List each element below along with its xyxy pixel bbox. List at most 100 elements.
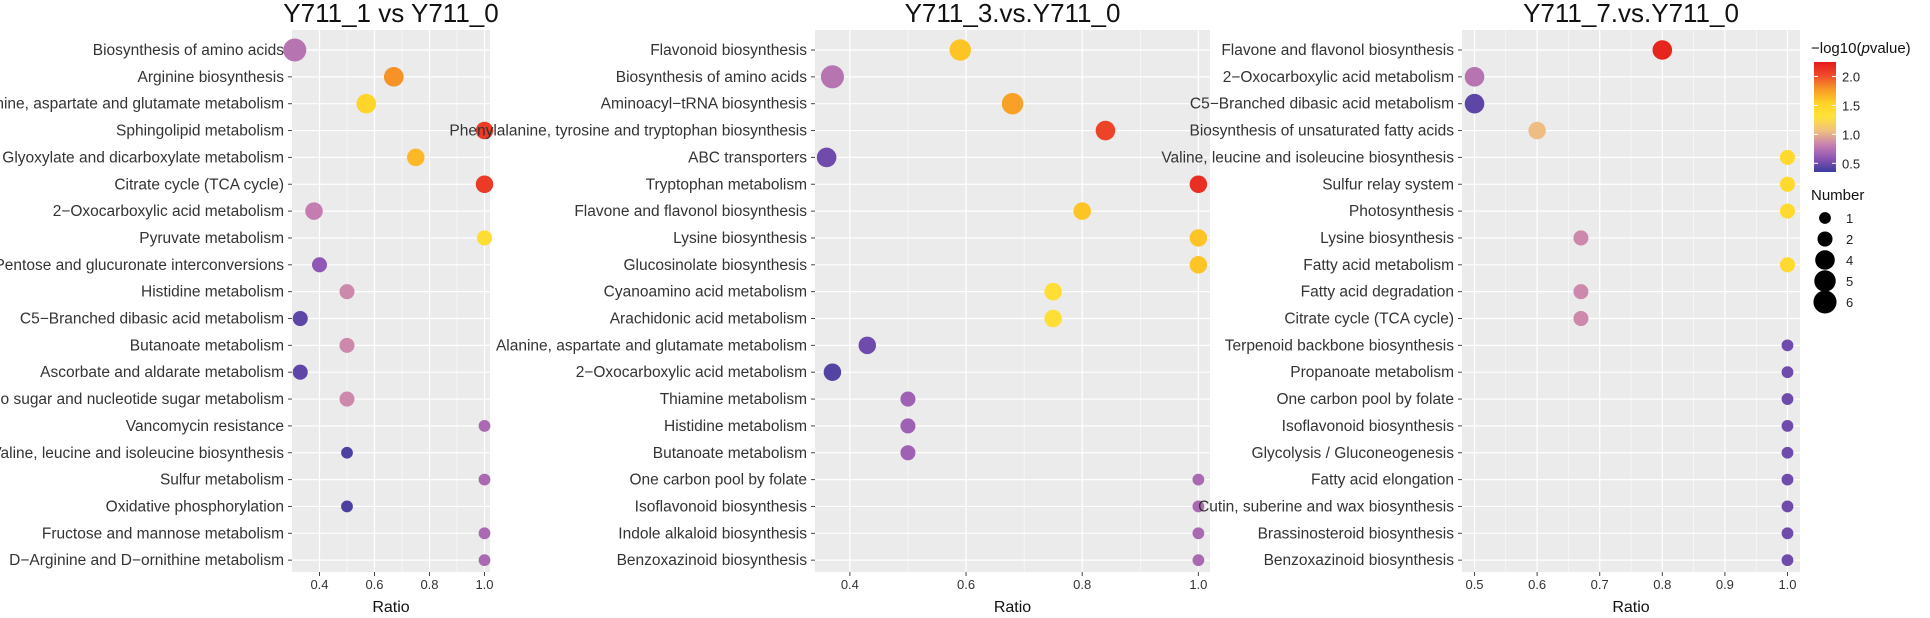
x-tick-label: 0.8 — [1653, 577, 1671, 592]
y-label-butanoate-metabolism: Butanoate metabolism — [130, 337, 284, 354]
point-histidine-metabolism — [900, 418, 916, 434]
x-tick-label: 0.9 — [1716, 577, 1734, 592]
y-label-c5-branched-dibasic-acid-metabolism: C5−Branched dibasic acid metabolism — [20, 311, 284, 328]
y-label-aminoacyl-trna-biosynthesis: Aminoacyl−tRNA biosynthesis — [601, 96, 808, 113]
y-label-sulfur-metabolism: Sulfur metabolism — [160, 472, 284, 489]
y-label-pentose-and-glucuronate-interconversions: Pentose and glucuronate interconversions — [0, 257, 284, 274]
point-butanoate-metabolism — [339, 337, 355, 353]
point-sphingolipid-metabolism — [475, 121, 494, 140]
point-amino-sugar-and-nucleotide-sugar-metabolism — [339, 391, 355, 407]
y-label-histidine-metabolism: Histidine metabolism — [664, 418, 807, 435]
point-alanine-aspartate-and-glutamate-metabolism — [356, 93, 377, 114]
point-oxidative-phosphorylation — [341, 500, 353, 513]
y-label-flavone-and-flavonol-biosynthesis: Flavone and flavonol biosynthesis — [1221, 42, 1454, 59]
y-label-flavonoid-biosynthesis: Flavonoid biosynthesis — [650, 42, 807, 59]
point-butanoate-metabolism — [900, 445, 916, 461]
y-label-ascorbate-and-aldarate-metabolism: Ascorbate and aldarate metabolism — [40, 364, 284, 381]
y-label-biosynthesis-of-unsaturated-fatty-acids: Biosynthesis of unsaturated fatty acids — [1189, 123, 1454, 140]
point-abc-transporters — [816, 147, 837, 168]
y-label-biosynthesis-of-amino-acids: Biosynthesis of amino acids — [93, 42, 285, 59]
y-label-arachidonic-acid-metabolism: Arachidonic acid metabolism — [610, 311, 807, 328]
y-label-brassinosteroid-biosynthesis: Brassinosteroid biosynthesis — [1258, 525, 1455, 542]
y-label-lysine-biosynthesis: Lysine biosynthesis — [673, 230, 807, 247]
y-label-benzoxazinoid-biosynthesis: Benzoxazinoid biosynthesis — [617, 552, 808, 569]
y-label-2-oxocarboxylic-acid-metabolism: 2−Oxocarboxylic acid metabolism — [53, 203, 284, 220]
point-fatty-acid-metabolism — [1779, 257, 1795, 273]
y-label-sulfur-relay-system: Sulfur relay system — [1322, 176, 1454, 193]
point-flavonoid-biosynthesis — [949, 39, 971, 61]
x-tick-label: 0.5 — [1465, 577, 1483, 592]
y-label-terpenoid-backbone-biosynthesis: Terpenoid backbone biosynthesis — [1225, 337, 1454, 354]
y-label-one-carbon-pool-by-folate: One carbon pool by folate — [1276, 391, 1454, 408]
point-isoflavonoid-biosynthesis — [1781, 420, 1794, 432]
y-label-valine-leucine-and-isoleucine-biosynthesis: Valine, leucine and isoleucine biosynthe… — [1161, 149, 1454, 166]
point-2-oxocarboxylic-acid-metabolism — [305, 202, 323, 220]
y-label-one-carbon-pool-by-folate: One carbon pool by folate — [629, 472, 807, 489]
point-thiamine-metabolism — [900, 391, 916, 407]
x-tick-label: 0.4 — [310, 577, 328, 592]
point-indole-alkaloid-biosynthesis — [1192, 527, 1205, 540]
y-label-2-oxocarboxylic-acid-metabolism: 2−Oxocarboxylic acid metabolism — [576, 364, 807, 381]
point-arginine-biosynthesis — [383, 67, 404, 87]
y-label-sphingolipid-metabolism: Sphingolipid metabolism — [116, 123, 284, 140]
y-label-vancomycin-resistance: Vancomycin resistance — [126, 418, 284, 435]
y-label-cutin-suberine-and-wax-biosynthesis: Cutin, suberine and wax biosynthesis — [1198, 498, 1454, 515]
y-label-arginine-biosynthesis: Arginine biosynthesis — [138, 69, 285, 86]
point-biosynthesis-of-amino-acids — [283, 38, 307, 62]
point-c5-branched-dibasic-acid-metabolism — [1464, 93, 1485, 114]
panel-3: Y711_7.vs.Y711_0 Flavone and flavonol bio… — [1161, 0, 1800, 616]
point-glycolysis-gluconeogenesis — [1781, 446, 1794, 459]
y-label-phenylalanine-tyrosine-and-tryptophan-biosynthesis: Phenylalanine, tyrosine and tryptophan b… — [449, 123, 807, 140]
size-legend-dot — [1817, 231, 1833, 247]
point-photosynthesis — [1779, 203, 1795, 219]
color-bar-label: 2.0 — [1842, 69, 1860, 84]
x-tick-label: 1.0 — [1778, 577, 1796, 592]
panel-background — [815, 30, 1210, 572]
y-label-abc-transporters: ABC transporters — [688, 149, 807, 166]
size-legend-label: 4 — [1846, 253, 1853, 268]
y-label-alanine-aspartate-and-glutamate-metabolism: Alanine, aspartate and glutamate metabol… — [0, 96, 284, 113]
y-label-oxidative-phosphorylation: Oxidative phosphorylation — [106, 498, 284, 515]
y-label-fatty-acid-metabolism: Fatty acid metabolism — [1303, 257, 1454, 274]
size-legend-dot — [1814, 270, 1836, 292]
point-valine-leucine-and-isoleucine-biosynthesis — [1779, 149, 1795, 165]
color-bar-label: 0.5 — [1842, 156, 1860, 171]
y-label-biosynthesis-of-amino-acids: Biosynthesis of amino acids — [616, 69, 808, 86]
point-glyoxylate-and-dicarboxylate-metabolism — [406, 148, 425, 167]
point-biosynthesis-of-amino-acids — [820, 65, 844, 89]
size-legend-dot — [1813, 290, 1837, 314]
y-label-citrate-cycle-tca-cycle: Citrate cycle (TCA cycle) — [114, 176, 284, 193]
point-one-carbon-pool-by-folate — [1192, 473, 1205, 486]
y-label-lysine-biosynthesis: Lysine biosynthesis — [1320, 230, 1454, 247]
color-bar-label: 1.5 — [1842, 98, 1860, 113]
point-sulfur-metabolism — [478, 473, 491, 486]
size-legend-label: 1 — [1846, 211, 1853, 226]
point-tryptophan-metabolism — [1189, 175, 1208, 194]
x-tick-label: 0.7 — [1591, 577, 1609, 592]
point-cyanoamino-acid-metabolism — [1044, 282, 1062, 301]
grid — [815, 30, 1210, 572]
y-label-fatty-acid-elongation: Fatty acid elongation — [1311, 472, 1454, 489]
point-2-oxocarboxylic-acid-metabolism — [823, 363, 842, 381]
x-tick-label: 0.6 — [1528, 577, 1546, 592]
y-label-flavone-and-flavonol-biosynthesis: Flavone and flavonol biosynthesis — [574, 203, 807, 220]
point-arachidonic-acid-metabolism — [1044, 309, 1062, 328]
point-cutin-suberine-and-wax-biosynthesis — [1781, 500, 1794, 513]
point-d-arginine-and-d-ornithine-metabolism — [478, 554, 491, 567]
point-fatty-acid-degradation — [1573, 284, 1589, 300]
size-legend-label: 6 — [1846, 295, 1853, 310]
y-label-isoflavonoid-biosynthesis: Isoflavonoid biosynthesis — [1282, 418, 1455, 435]
point-histidine-metabolism — [339, 284, 355, 300]
size-legend-dot — [1819, 212, 1831, 224]
point-vancomycin-resistance — [478, 420, 491, 432]
point-fatty-acid-elongation — [1781, 473, 1794, 486]
y-label-glycolysis-gluconeogenesis: Glycolysis / Gluconeogenesis — [1252, 445, 1455, 462]
point-fructose-and-mannose-metabolism — [478, 527, 491, 540]
y-label-butanoate-metabolism: Butanoate metabolism — [653, 445, 807, 462]
point-terpenoid-backbone-biosynthesis — [1781, 339, 1794, 352]
size-legend-title: Number — [1811, 187, 1864, 204]
point-flavone-and-flavonol-biosynthesis — [1073, 202, 1091, 220]
y-label-tryptophan-metabolism: Tryptophan metabolism — [646, 176, 807, 193]
y-label-indole-alkaloid-biosynthesis: Indole alkaloid biosynthesis — [618, 525, 807, 542]
color-legend-title: −log10(pvalue) — [1811, 40, 1911, 57]
